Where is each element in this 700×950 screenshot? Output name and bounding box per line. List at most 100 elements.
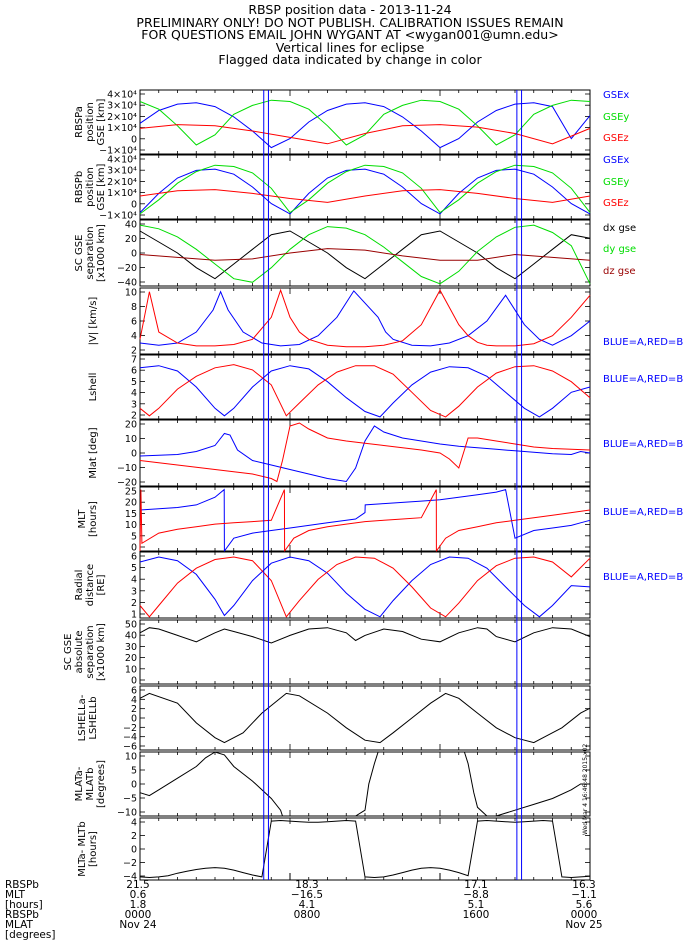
panel-frame — [139, 551, 591, 619]
legend-entry: BLUE=A,RED=B — [603, 439, 683, 450]
x-column-3: 16.3 −1.1 5.6 0000 Nov 25 — [544, 880, 624, 931]
panel-frame — [139, 154, 591, 220]
x-tick-time: 1600 — [462, 909, 490, 921]
series-line-b — [139, 489, 591, 553]
y-tick-label: 3 — [131, 399, 137, 410]
page-title: RBSP position data - 2013-11-24 — [248, 2, 452, 17]
legend-entry: BLUE=A,RED=B — [603, 507, 683, 518]
y-tick-label: 6 — [131, 366, 137, 377]
y-tick-label: −2 — [123, 858, 137, 869]
y-axis-label: Radial — [74, 570, 85, 601]
y-axis-label: separation — [85, 226, 96, 279]
y-tick-label: 1×10⁴ — [107, 123, 137, 134]
legend-entry: GSEy — [603, 177, 629, 188]
y-tick-label: −6 — [123, 742, 137, 753]
y-axis-label: MLT — [77, 509, 88, 529]
series-line-dmlat — [139, 751, 590, 817]
series-line-gsex — [139, 168, 591, 215]
y-tick-label: 2×10⁴ — [107, 177, 137, 188]
series-line-dzgse — [139, 248, 591, 261]
y-tick-label: −20 — [117, 478, 137, 489]
y-axis-label: position — [85, 167, 96, 207]
y-axis-label: GSE [km] — [96, 98, 107, 145]
y-axis-label: separation — [85, 625, 96, 678]
legend-entry: GSEx — [603, 90, 629, 101]
y-tick-label: 5 — [131, 377, 137, 388]
y-axis-label: [hours] — [88, 501, 99, 537]
panel-frame — [139, 751, 591, 817]
series-line-a — [139, 290, 591, 347]
y-axis-label: [hours] — [88, 831, 99, 867]
y-axis-label: MLTa- MLTb — [77, 821, 88, 876]
panel-frame — [139, 419, 591, 487]
y-tick-label: 2 — [131, 831, 137, 842]
y-axis-label: Lshell — [88, 373, 99, 402]
y-tick-label: 2 — [131, 411, 137, 422]
y-axis-label: [x1000 km] — [96, 224, 107, 282]
x-tick-time: 0000 — [570, 909, 598, 921]
series-line-dygse — [139, 224, 591, 285]
row-label-mlt: MLT — [5, 889, 25, 901]
y-axis-label: SC GSE — [63, 634, 74, 671]
legend-entry: BLUE=A,RED=B — [603, 572, 683, 583]
row-label-rbspb-2: RBSPb — [5, 909, 39, 921]
y-tick-label: 2×10⁴ — [107, 112, 137, 123]
panel-frame — [139, 219, 591, 287]
y-axis-label: RBSPb — [74, 171, 85, 203]
series-line-dl — [139, 692, 591, 744]
y-tick-label: 20 — [125, 498, 137, 509]
series-line-dmlt — [139, 819, 591, 879]
series-line-b — [139, 422, 591, 483]
timestamp-stamp: Wed Mar 4 16:46:48 2015 x02 — [582, 743, 589, 835]
y-tick-label: −1×10⁴ — [99, 146, 137, 157]
x-column-2: 17.1 −8.8 5.1 1600 — [436, 880, 516, 930]
series-line-gsey — [139, 164, 591, 215]
y-tick-label: 0 — [131, 134, 137, 145]
y-tick-label: 4 — [131, 388, 137, 399]
x-tick-mlat: 0.6 — [129, 889, 147, 901]
y-tick-label: 6 — [131, 552, 137, 563]
y-tick-label: 3×10⁴ — [107, 166, 137, 177]
y-tick-label: 30 — [125, 642, 137, 653]
legend-entry: dx gse — [603, 223, 636, 234]
x-tick-mlat: −8.8 — [463, 889, 489, 901]
contact-line: FOR QUESTIONS EMAIL JOHN WYGANT AT <wyga… — [141, 27, 559, 42]
y-tick-label: 40 — [125, 631, 137, 642]
eclipse-note: Vertical lines for eclipse — [275, 39, 425, 55]
title-block: RBSP position data - 2013-11-24 PRELIMIN… — [0, 2, 700, 67]
panel-frame — [139, 619, 591, 685]
x-tick-mlt: 17.1 — [464, 879, 488, 891]
row-label-hours: [hours] — [5, 899, 43, 911]
series-line-gsey — [139, 99, 591, 146]
x-axis-annotation: RBSPb MLT [hours] RBSPb MLAT [degrees] 2… — [0, 880, 700, 950]
y-tick-label: 4 — [131, 695, 137, 706]
y-axis-label: SC GSE — [74, 235, 85, 272]
row-label-degrees: [degrees] — [5, 929, 56, 941]
y-tick-label: −4 — [123, 872, 137, 883]
x-tick-mlt: 21.5 — [126, 879, 150, 891]
y-axis-label: [RE] — [96, 574, 107, 595]
y-tick-label: 0 — [131, 249, 137, 260]
y-axis-label: LSHELLb — [88, 696, 99, 739]
y-tick-label: 0 — [131, 780, 137, 791]
y-tick-label: 6 — [131, 686, 137, 697]
series-line-b — [139, 364, 591, 418]
y-tick-label: 50 — [125, 620, 137, 631]
y-tick-label: 10 — [125, 664, 137, 675]
y-tick-label: 4 — [131, 331, 137, 342]
x-tick-mlat: −16.5 — [290, 889, 324, 901]
y-tick-label: 0 — [131, 676, 137, 687]
y-tick-label: −5 — [123, 794, 137, 805]
y-tick-label: 2 — [131, 598, 137, 609]
y-tick-label: 10 — [125, 434, 137, 445]
y-tick-label: 3 — [131, 586, 137, 597]
y-tick-label: 20 — [125, 420, 137, 431]
x-tick-lshell: 1.8 — [129, 899, 147, 911]
y-tick-label: 10 — [125, 752, 137, 763]
y-tick-label: 1×10⁴ — [107, 188, 137, 199]
y-tick-label: −10 — [117, 808, 137, 819]
y-tick-label: 5 — [131, 531, 137, 542]
legend-entry: GSEz — [603, 133, 629, 144]
x-tick-date: Nov 25 — [565, 919, 603, 931]
